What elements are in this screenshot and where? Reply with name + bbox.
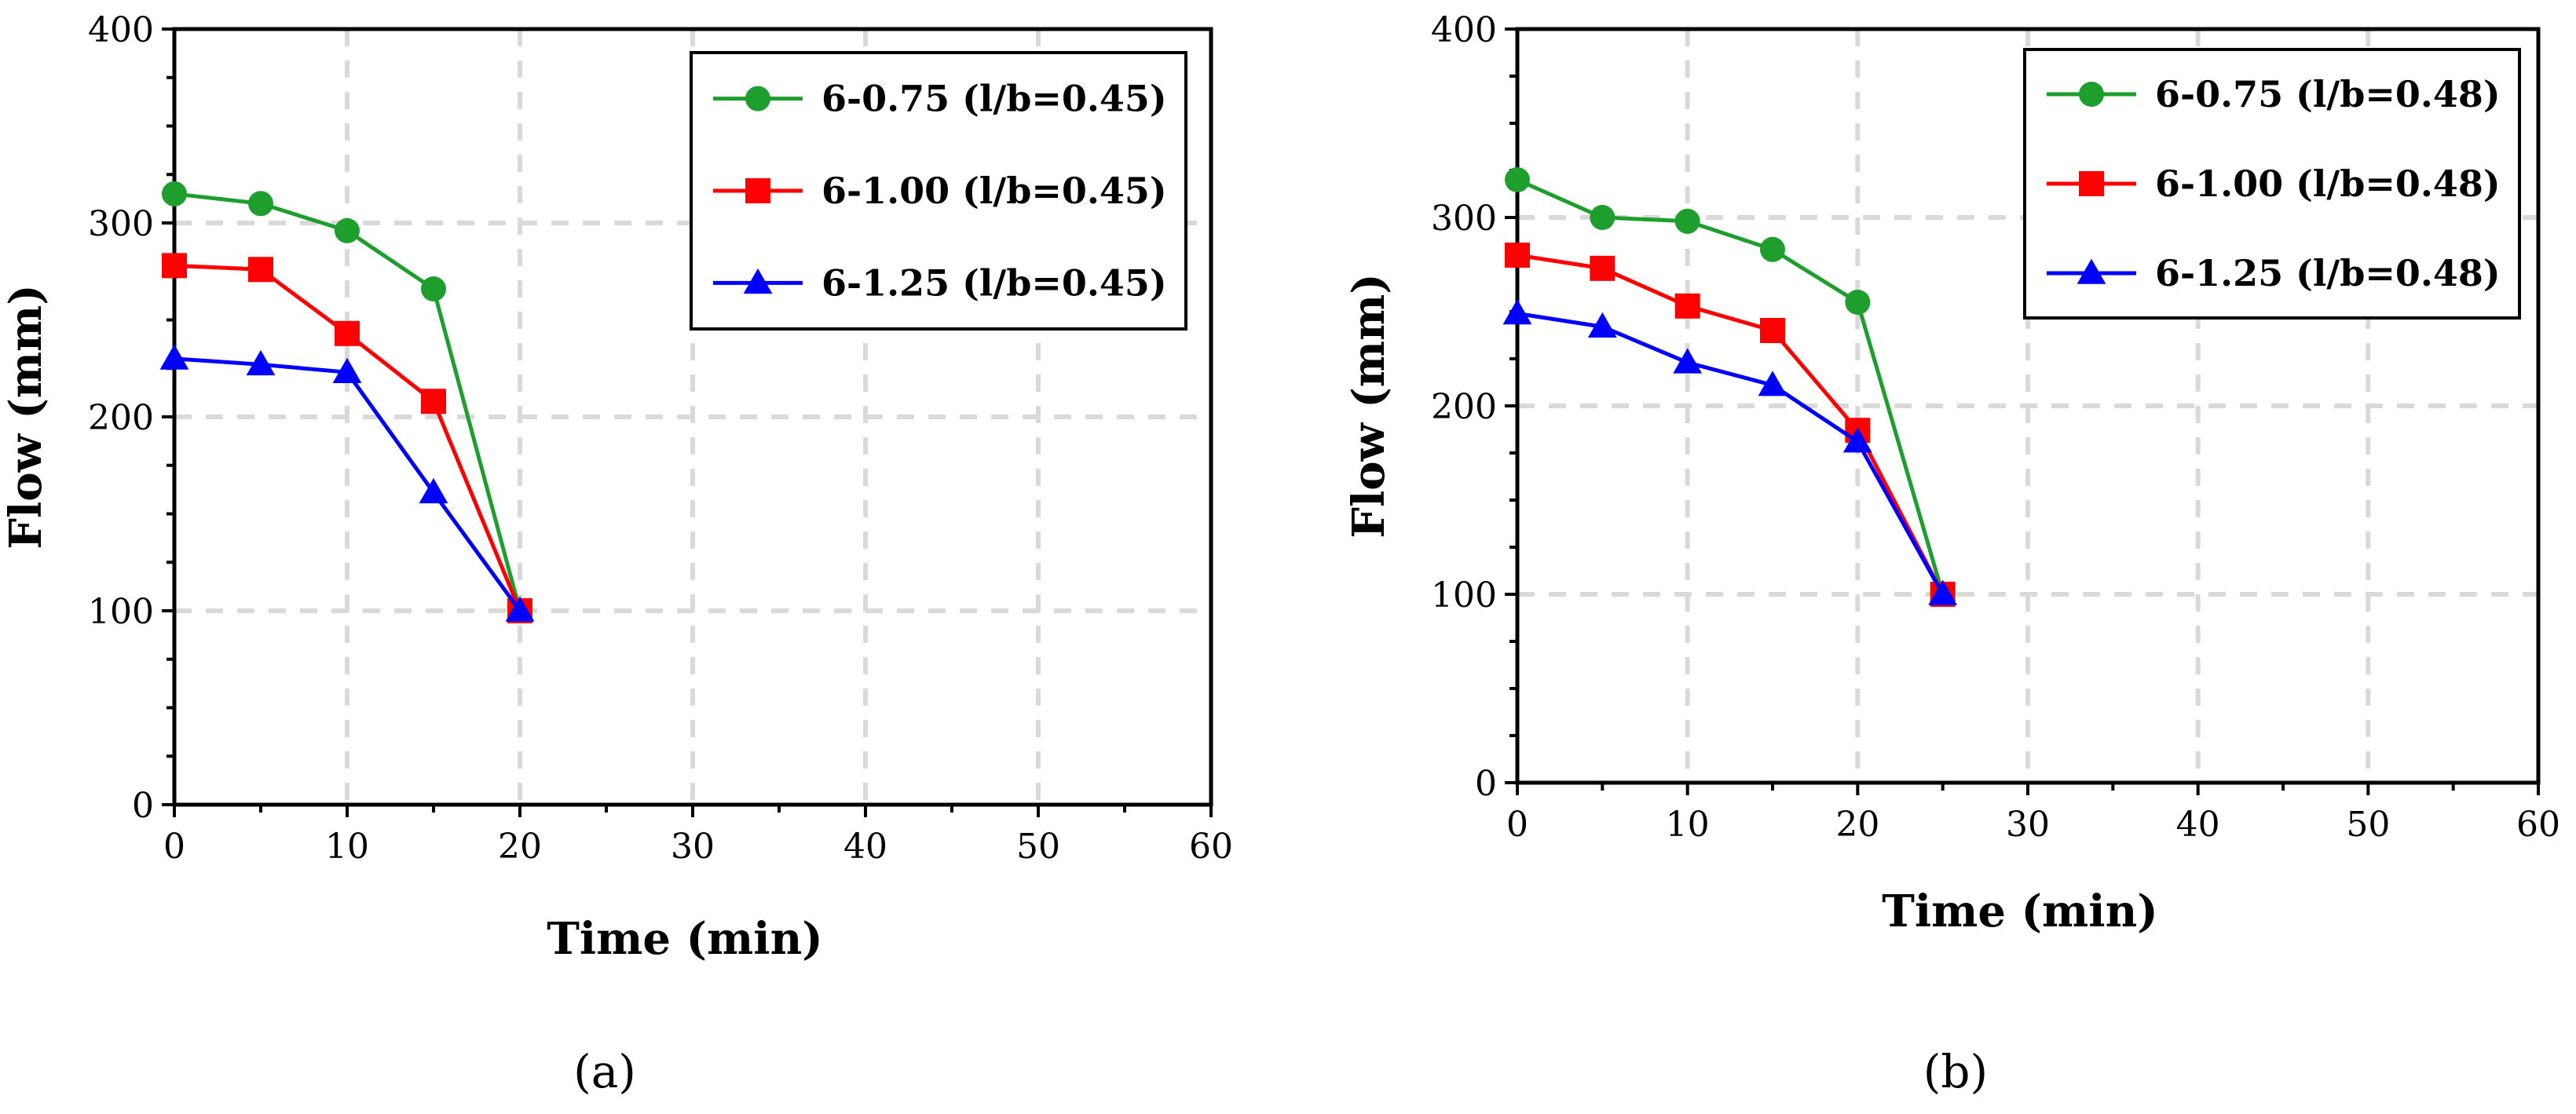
panel-b-data-point xyxy=(1674,208,1700,234)
panel-b-x-axis-title: Time (min) xyxy=(1882,886,2158,937)
panel-b-x-tick-label-30: 30 xyxy=(2006,805,2050,845)
panel-a-series-0 xyxy=(162,181,532,623)
panel-a-legend-label-0: 6-0.75 (l/b=0.45) xyxy=(821,78,1167,120)
panel-a-legend-marker-0 xyxy=(745,86,770,111)
panel-a-y-axis-title: Flow (mm) xyxy=(0,284,52,550)
panel-a-legend-label-2: 6-1.25 (l/b=0.45) xyxy=(821,261,1167,304)
panel-a-x-tick-label-40: 40 xyxy=(843,827,887,867)
panel-b-data-point xyxy=(1505,167,1530,192)
panel-a-data-point xyxy=(421,389,446,415)
panel-a-data-point xyxy=(419,477,448,504)
panel-a-data-point xyxy=(248,257,273,283)
panel-b-x-tick-label-40: 40 xyxy=(2176,805,2220,845)
panel-b-data-point xyxy=(1758,371,1787,396)
panel-a-legend-marker-1 xyxy=(745,178,770,203)
panel-a-legend: 6-0.75 (l/b=0.45) 6-1.00 (l/b=0.45) 6-1.25… xyxy=(690,51,1187,331)
panel-a-x-tick-label-10: 10 xyxy=(325,827,369,867)
panel-a-y-tick-label-100: 100 xyxy=(88,592,154,632)
panel-a-x-tick-label-50: 50 xyxy=(1016,827,1060,867)
panel-b-data-point xyxy=(1590,205,1615,230)
panel-b-data-point xyxy=(1587,312,1617,338)
panel-b-y-tick-label-100: 100 xyxy=(1431,575,1497,615)
panel-b-legend-marker-0 xyxy=(2079,82,2104,107)
panel-b-y-tick-label-400: 400 xyxy=(1431,10,1497,50)
panel-b-data-point xyxy=(1674,293,1700,319)
panel-a-x-tick-label-20: 20 xyxy=(498,827,542,867)
panel-b-legend-label-2: 6-1.25 (l/b=0.48) xyxy=(2155,252,2501,294)
panel-a-data-point xyxy=(332,357,362,383)
panel-b-x-tick-label-60: 60 xyxy=(2516,805,2560,845)
panel-b-series-0 xyxy=(1505,167,1956,607)
panel-a-y-tick-label-400: 400 xyxy=(88,10,154,50)
panel-b-data-point xyxy=(1505,243,1530,268)
panel-a-data-point xyxy=(162,253,187,279)
panel-b-data-point xyxy=(1842,427,1872,453)
panel-a-data-point xyxy=(246,349,276,376)
panel-b-x-tick-label-10: 10 xyxy=(1666,805,1710,845)
panel-b-y-tick-label-0: 0 xyxy=(1475,764,1497,804)
panel-a-legend-marker-2 xyxy=(743,268,773,294)
panel-b-y-tick-label-200: 200 xyxy=(1431,387,1497,427)
panel-a-data-point xyxy=(248,191,273,217)
panel-a-data-point xyxy=(505,596,535,622)
panel-b-legend-marker-1 xyxy=(2079,171,2104,196)
panel-a-data-point xyxy=(421,276,446,301)
panel-b-series-line-0 xyxy=(1516,177,1945,595)
panel-b-series-2 xyxy=(1502,299,1958,605)
panel-a-x-tick-label-30: 30 xyxy=(671,827,715,867)
panel-b-data-point xyxy=(1590,255,1615,281)
panel-caption-b: (b) xyxy=(1923,1045,1988,1098)
panel-b-x-tick-label-20: 20 xyxy=(1835,805,1879,845)
panel-a-x-tick-label-0: 0 xyxy=(163,827,185,867)
panel-a-data-point xyxy=(335,217,360,243)
panel-b-series-line-2 xyxy=(1517,311,1945,596)
panel-b-data-point xyxy=(1928,579,1958,605)
panel-b-data-point xyxy=(1673,348,1703,374)
panel-b-data-point xyxy=(1760,236,1785,262)
panel-b-legend-marker-2 xyxy=(2077,258,2106,284)
panel-caption-a: (a) xyxy=(573,1045,636,1098)
panel-b-legend-label-0: 6-0.75 (l/b=0.48) xyxy=(2155,73,2501,115)
panel-a-y-tick-label-300: 300 xyxy=(88,204,154,244)
panel-b-series-1 xyxy=(1505,243,1956,607)
panel-b-x-tick-label-50: 50 xyxy=(2346,805,2390,845)
panel-a-y-tick-label-200: 200 xyxy=(88,398,154,438)
panel-b-series-line-1 xyxy=(1517,253,1945,596)
panel-b-y-axis-title: Flow (mm) xyxy=(1343,273,1395,539)
panel-a-legend-label-1: 6-1.00 (l/b=0.45) xyxy=(821,170,1167,212)
panel-a-x-tick-label-60: 60 xyxy=(1189,827,1233,867)
panel-a-y-tick-label-0: 0 xyxy=(132,786,154,826)
panel-b-y-tick-label-300: 300 xyxy=(1431,199,1497,239)
panel-b-data-point xyxy=(1502,299,1532,325)
panel-a-data-point xyxy=(162,181,187,206)
panel-a-x-axis-title: Time (min) xyxy=(547,913,823,965)
panel-a-data-point xyxy=(159,344,189,370)
panel-b-data-point xyxy=(1760,318,1785,343)
panel-b-x-tick-label-0: 0 xyxy=(1506,805,1528,845)
panel-a-chart: 0 10 20 30 40 50 60 0 100 200 300 400 Time (min) Flow… xyxy=(0,10,1233,965)
panel-b-chart: 0 10 20 30 40 50 60 0 100 200 300 400 Time (min) Flow… xyxy=(1343,10,2560,937)
panel-a-series-2 xyxy=(159,344,535,622)
panel-b-legend-label-1: 6-1.00 (l/b=0.48) xyxy=(2155,163,2501,205)
panel-a-data-point xyxy=(335,320,360,346)
panel-b-data-point xyxy=(1845,290,1871,315)
panel-b-legend: 6-0.75 (l/b=0.48) 6-1.00 (l/b=0.48) 6-1.25… xyxy=(2023,48,2521,320)
